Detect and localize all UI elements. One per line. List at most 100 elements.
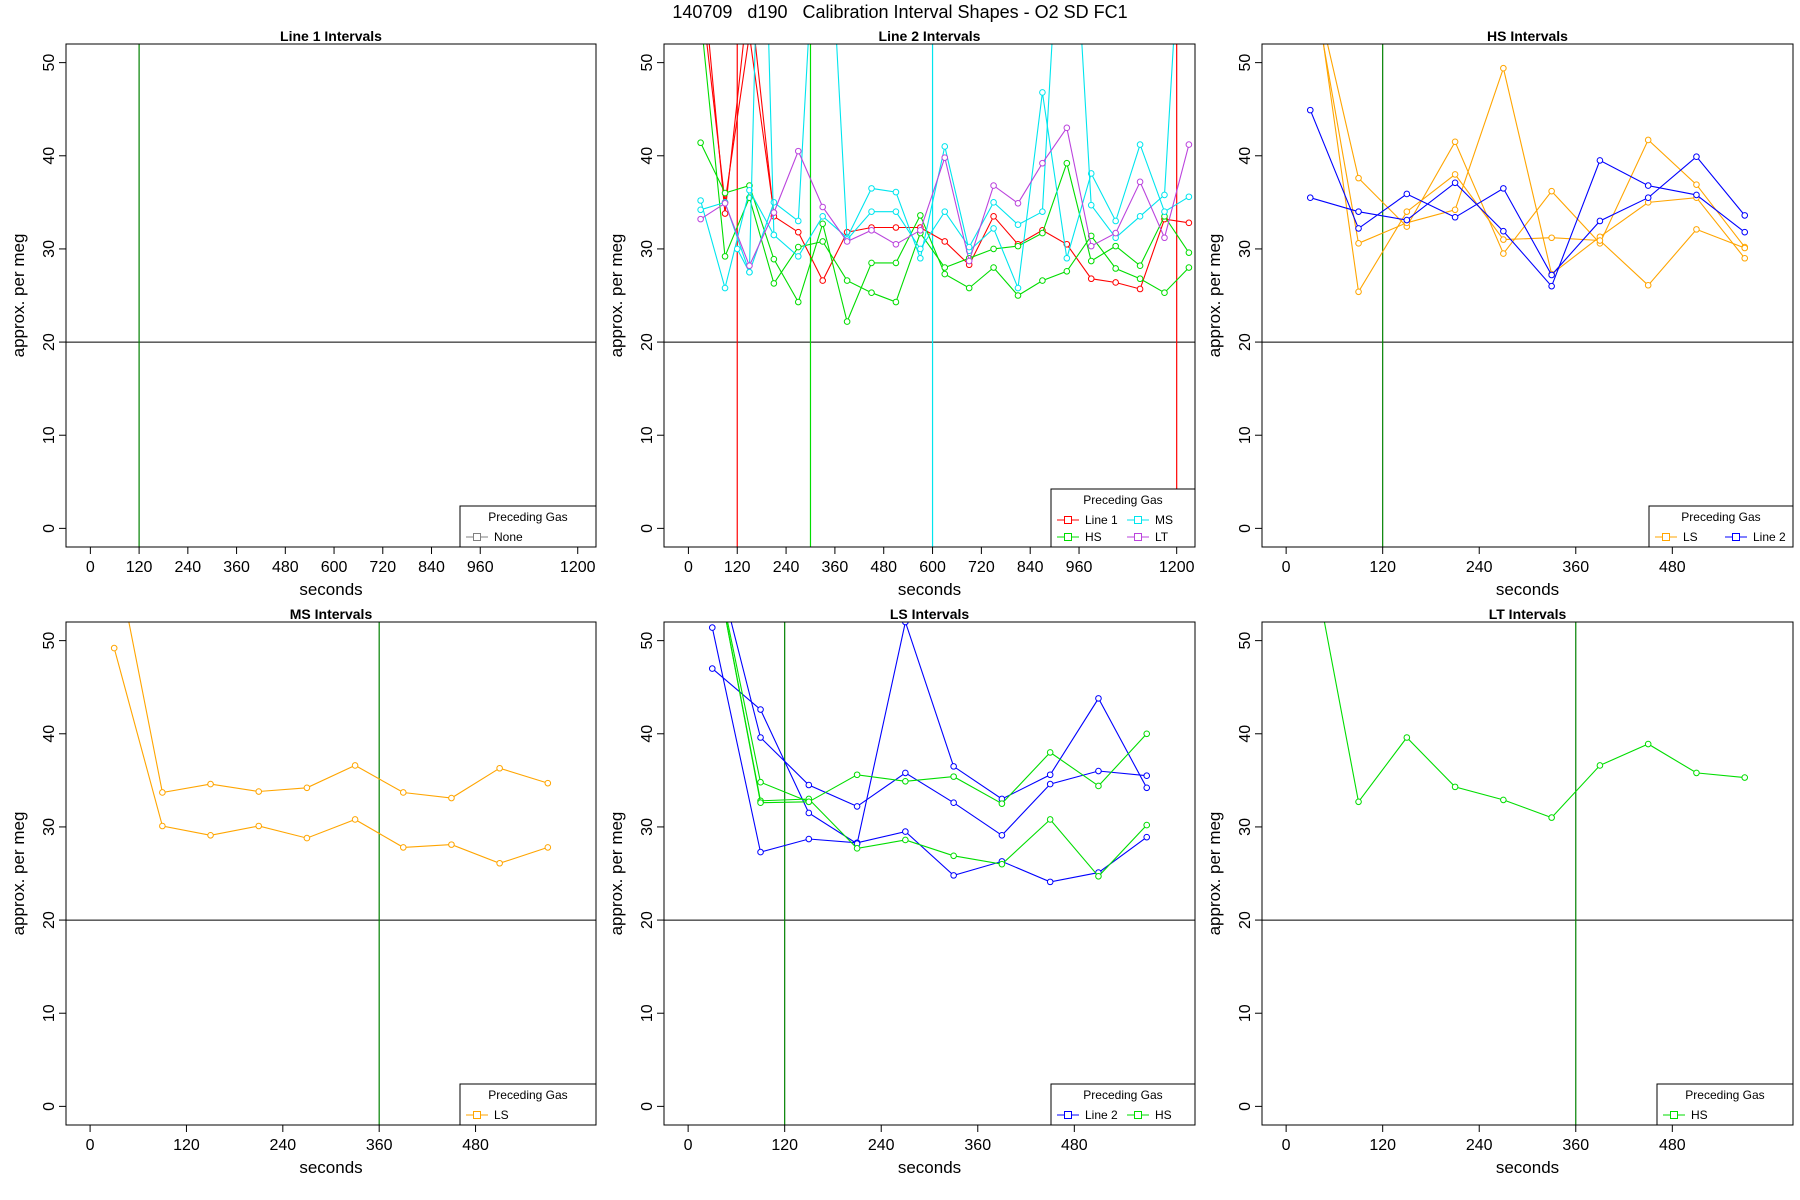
chart-panel-4: MS Intervals 0 10 20 30 40 50 approx. per meg 0 1… bbox=[9, 606, 597, 1177]
data-point bbox=[805, 809, 813, 817]
x-tick-label: 840 bbox=[418, 559, 445, 576]
plot-frame bbox=[663, 621, 1196, 1126]
data-point bbox=[1112, 279, 1119, 286]
plot-frame bbox=[663, 43, 1196, 548]
data-point bbox=[1500, 227, 1507, 235]
data-point bbox=[1306, 106, 1314, 114]
y-tick-label: 10 bbox=[639, 426, 656, 444]
legend-entry-label: LS bbox=[1683, 530, 1698, 544]
y-tick-label: 10 bbox=[639, 1004, 656, 1022]
data-point bbox=[1596, 237, 1604, 244]
data-point bbox=[1039, 208, 1046, 215]
legend-title: Preceding Gas bbox=[1685, 1088, 1764, 1102]
y-tick-label: 20 bbox=[1237, 911, 1254, 929]
data-point bbox=[303, 784, 311, 792]
data-point bbox=[794, 228, 802, 236]
data-point bbox=[448, 794, 455, 802]
data-point bbox=[1355, 208, 1362, 215]
data-point bbox=[853, 845, 861, 852]
data-point bbox=[1548, 814, 1555, 821]
data-point bbox=[794, 217, 802, 225]
data-point bbox=[1548, 234, 1555, 242]
legend-swatch-marker bbox=[1064, 533, 1072, 541]
data-point bbox=[746, 186, 753, 194]
plot-area bbox=[66, 44, 596, 547]
legend-entry-label: HS bbox=[1085, 530, 1102, 544]
data-point bbox=[794, 147, 802, 155]
x-tick-label: 720 bbox=[369, 559, 396, 576]
data-point bbox=[1014, 292, 1022, 299]
data-point bbox=[941, 154, 949, 161]
data-point bbox=[1136, 275, 1144, 283]
x-tick-label: 600 bbox=[919, 559, 946, 576]
data-point bbox=[757, 778, 764, 786]
data-point bbox=[941, 270, 949, 278]
y-tick-label: 40 bbox=[41, 147, 58, 165]
data-point bbox=[496, 764, 503, 772]
data-point bbox=[917, 212, 924, 219]
data-point bbox=[1451, 213, 1459, 221]
data-point bbox=[746, 262, 753, 269]
legend-swatch-marker bbox=[1064, 1111, 1072, 1119]
data-point bbox=[1741, 212, 1749, 219]
series-line-line-2 bbox=[711, 627, 1148, 883]
x-axis-label: seconds bbox=[299, 1158, 362, 1177]
x-tick-label: 1200 bbox=[560, 559, 596, 576]
data-point bbox=[1500, 236, 1507, 243]
x-axis-label: seconds bbox=[898, 1158, 961, 1177]
y-axis-label: approx. per meg bbox=[1205, 812, 1224, 936]
x-tick-label: 120 bbox=[724, 559, 751, 576]
data-point bbox=[990, 199, 997, 206]
data-point bbox=[853, 803, 861, 810]
series-line-line-2 bbox=[730, 622, 1147, 837]
series-line-line-1 bbox=[706, 44, 775, 213]
data-point bbox=[941, 238, 949, 245]
chart-panel-5: LS Intervals 0 10 20 30 40 50 approx. per meg 0 1… bbox=[607, 606, 1196, 1177]
data-point bbox=[950, 852, 957, 860]
x-tick-label: 0 bbox=[684, 559, 693, 576]
series-line-hs bbox=[725, 622, 1148, 878]
data-point bbox=[1306, 194, 1314, 201]
data-point bbox=[448, 841, 455, 848]
x-tick-label: 0 bbox=[684, 1137, 693, 1154]
data-point bbox=[950, 872, 957, 879]
data-point bbox=[892, 188, 900, 196]
data-point bbox=[990, 213, 997, 220]
legend: Preceding Gas None bbox=[459, 505, 597, 548]
data-point bbox=[892, 208, 900, 215]
y-tick-label: 30 bbox=[41, 818, 58, 836]
data-point bbox=[708, 665, 716, 672]
legend-swatch-marker bbox=[1134, 516, 1142, 524]
data-point bbox=[351, 762, 359, 769]
data-point bbox=[805, 781, 813, 789]
data-point bbox=[998, 832, 1006, 839]
plot-area bbox=[1262, 44, 1793, 547]
data-point bbox=[746, 268, 753, 276]
data-point bbox=[1644, 194, 1652, 201]
data-point bbox=[1087, 201, 1095, 209]
data-point bbox=[1644, 281, 1652, 289]
data-point bbox=[941, 143, 949, 150]
chart-title: MS Intervals bbox=[290, 606, 373, 622]
data-point bbox=[1500, 64, 1507, 72]
plot-area bbox=[66, 622, 596, 1125]
y-tick-label: 50 bbox=[41, 632, 58, 650]
y-tick-label: 30 bbox=[639, 818, 656, 836]
x-axis-label: seconds bbox=[1496, 580, 1559, 599]
series-line-hs bbox=[725, 622, 809, 804]
data-point bbox=[794, 253, 802, 260]
y-axis-label: approx. per meg bbox=[607, 812, 626, 936]
data-point bbox=[399, 844, 407, 851]
data-point bbox=[207, 832, 214, 839]
x-tick-label: 120 bbox=[1369, 559, 1396, 576]
legend-title: Preceding Gas bbox=[488, 1088, 567, 1102]
chart-title: LT Intervals bbox=[1489, 606, 1567, 622]
data-point bbox=[950, 799, 957, 807]
chart-title: Line 1 Intervals bbox=[280, 28, 382, 44]
x-tick-label: 960 bbox=[467, 559, 494, 576]
data-point bbox=[1451, 179, 1459, 187]
data-point bbox=[1087, 275, 1095, 283]
data-point bbox=[819, 213, 826, 220]
chart-title: LS Intervals bbox=[890, 606, 970, 622]
